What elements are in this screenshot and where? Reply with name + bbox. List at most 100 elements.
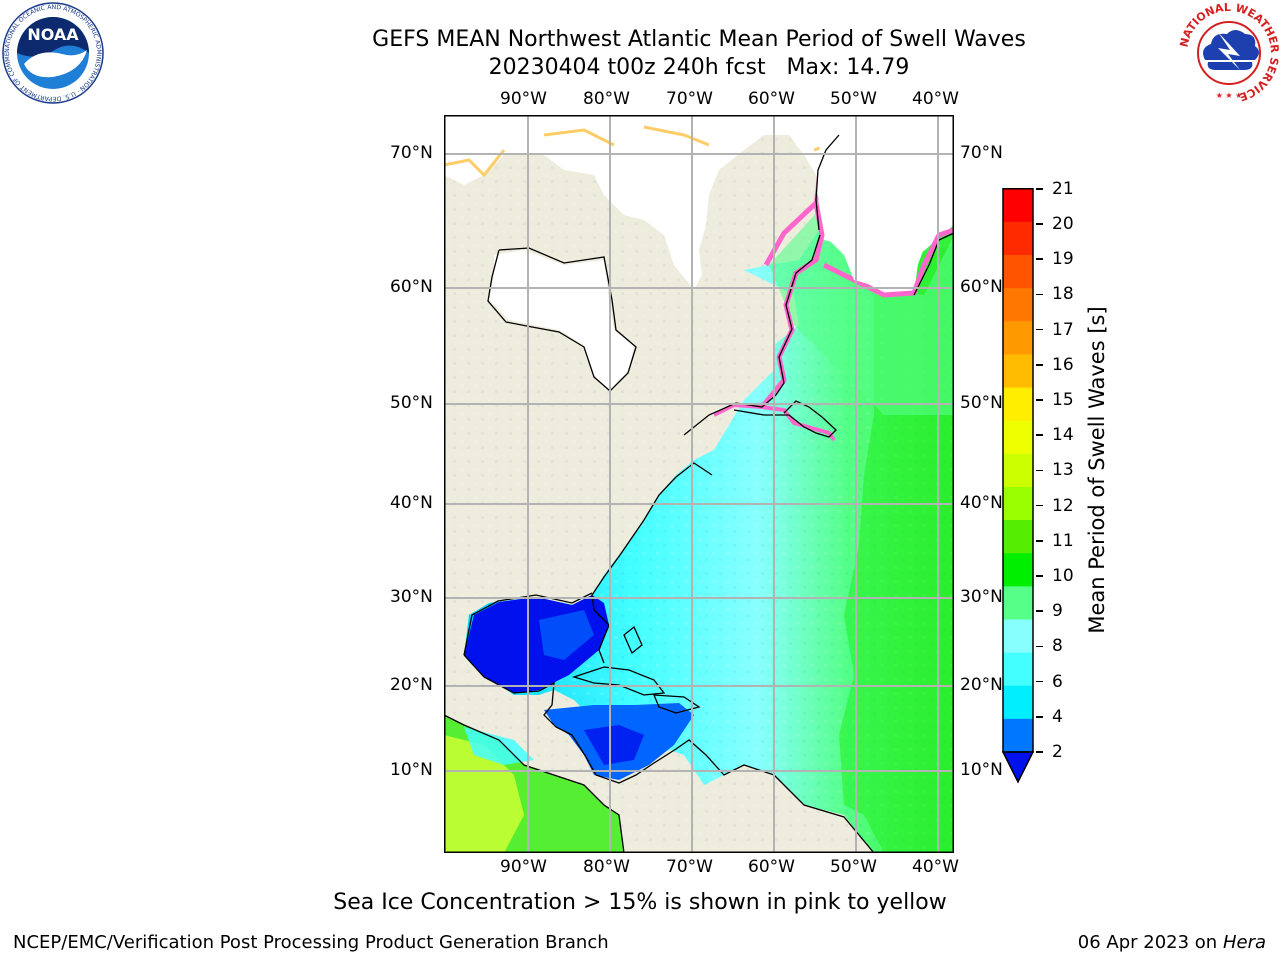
colorbar-tick-label: 16: [1052, 354, 1074, 375]
colorbar-tick-mark: [1036, 575, 1043, 577]
colorbar-tick-label: 10: [1052, 565, 1074, 586]
colorbar-segment: [1003, 652, 1033, 687]
colorbar-segment: [1003, 420, 1033, 455]
lat-label-right: 50°N: [960, 393, 1003, 413]
lat-label-right: 30°N: [960, 587, 1003, 607]
lat-label-right: 20°N: [960, 675, 1003, 695]
colorbar-ticks: 21 20 19 18 17 16 15 14 13 12 11 10 9 8 6 4 2: [1036, 179, 1086, 770]
colorbar-frame: [1002, 188, 1034, 753]
colorbar-tick: 19: [1036, 249, 1074, 269]
colorbar-tick-mark: [1036, 328, 1043, 331]
chart-subtitle: 20230404 t00z 240h fcst Max: 14.79: [488, 55, 910, 80]
lat-label-left: 60°N: [390, 277, 433, 297]
colorbar-tick-label: 20: [1052, 213, 1074, 234]
colorbar-title: Mean Period of Swell Waves [s]: [1085, 306, 1109, 634]
colorbar-tick-label: 9: [1052, 601, 1063, 622]
colorbar-tick-label: 4: [1052, 706, 1063, 727]
colorbar-tick-label: 12: [1052, 495, 1074, 516]
colorbar-segment: [1003, 288, 1033, 322]
lon-label-bottom: 40°W: [912, 857, 959, 877]
footer-credit: NCEP/EMC/Verification Post Processing Pr…: [13, 932, 609, 953]
nws-logo: NATIONAL WEATHER SERVICE ★ ★ ★: [1178, 2, 1280, 104]
chart-title: GEFS MEAN Northwest Atlantic Mean Period…: [372, 27, 1026, 52]
colorbar-tick: 16: [1036, 355, 1074, 375]
lon-label-bottom: 50°W: [830, 857, 877, 877]
hudson-bay-ice: [489, 250, 634, 390]
lon-label-top: 50°W: [830, 89, 877, 109]
colorbar-tick-mark: [1036, 293, 1043, 296]
colorbar-tick-label: 18: [1052, 284, 1074, 305]
colorbar-segment: [1003, 553, 1033, 587]
colorbar: [1001, 188, 1035, 784]
colorbar-segments: [1003, 188, 1033, 753]
colorbar-tick: 14: [1036, 425, 1074, 445]
colorbar-segment: [1003, 387, 1033, 422]
colorbar-tick-label: 6: [1052, 671, 1063, 692]
colorbar-tick-label: 17: [1052, 319, 1074, 340]
colorbar-tick-mark: [1036, 469, 1043, 472]
colorbar-tick: 9: [1036, 601, 1063, 621]
lat-label-right: 10°N: [960, 760, 1003, 780]
colorbar-segment: [1003, 354, 1033, 389]
map-canvas: [444, 115, 954, 853]
colorbar-tick-label: 21: [1052, 178, 1074, 199]
lat-label-left: 40°N: [390, 493, 433, 513]
lon-label-top: 90°W: [500, 89, 547, 109]
colorbar-tick-mark: [1036, 645, 1043, 648]
lat-label-left: 10°N: [390, 760, 433, 780]
colorbar-tick: 21: [1036, 179, 1074, 199]
lon-label-top: 80°W: [583, 89, 630, 109]
lon-label-top: 70°W: [666, 89, 713, 109]
colorbar-tick-mark: [1036, 540, 1043, 542]
colorbar-tick-mark: [1036, 399, 1043, 401]
lon-label-top: 40°W: [912, 89, 959, 109]
colorbar-segment: [1003, 188, 1033, 223]
colorbar-segment: [1003, 619, 1033, 654]
colorbar-tick-mark: [1036, 751, 1043, 753]
lat-label-left: 20°N: [390, 675, 433, 695]
colorbar-tick-label: 11: [1052, 530, 1074, 551]
colorbar-tick-mark: [1036, 680, 1043, 683]
lon-label-bottom: 90°W: [500, 857, 547, 877]
lat-label-right: 60°N: [960, 277, 1003, 297]
lat-label-left: 50°N: [390, 393, 433, 413]
colorbar-tick-label: 2: [1052, 742, 1063, 762]
colorbar-tick-mark: [1036, 610, 1043, 612]
colorbar-extend-triangle: [1001, 751, 1035, 784]
colorbar-tick-label: 19: [1052, 249, 1074, 270]
footer-date-text: 06 Apr 2023 on: [1077, 932, 1223, 953]
colorbar-tick: 4: [1036, 707, 1063, 727]
colorbar-tick: 6: [1036, 672, 1063, 692]
colorbar-segment: [1003, 453, 1033, 488]
colorbar-tick: 11: [1036, 531, 1074, 551]
sea-ice-caption: Sea Ice Concentration > 15% is shown in …: [333, 890, 947, 915]
colorbar-tick: 20: [1036, 214, 1074, 234]
colorbar-tick-mark: [1036, 258, 1043, 260]
footer-date: 06 Apr 2023 on Hera: [1078, 932, 1266, 953]
noaa-logo: NATIONAL OCEANIC AND ATMOSPHERIC ADMINIS…: [2, 2, 104, 104]
colorbar-tick-label: 13: [1052, 460, 1074, 481]
colorbar-segment: [1003, 321, 1033, 355]
colorbar-tick: 12: [1036, 496, 1074, 516]
greenland: [816, 115, 949, 290]
colorbar-tick-mark: [1036, 223, 1043, 225]
map-frame: [444, 115, 954, 853]
colorbar-tick: 17: [1036, 320, 1074, 340]
map-panel: [444, 115, 954, 853]
colorbar-tick-mark: [1036, 716, 1043, 718]
colorbar-tick-mark: [1036, 364, 1043, 366]
colorbar-tick-mark: [1036, 434, 1043, 436]
colorbar-tick-label: 15: [1052, 389, 1074, 410]
colorbar-tick: 15: [1036, 390, 1074, 410]
colorbar-tick: 8: [1036, 636, 1063, 656]
lat-label-right: 70°N: [960, 143, 1003, 163]
graticule: [444, 115, 954, 853]
colorbar-tick: 2: [1036, 742, 1063, 762]
colorbar-tick: 10: [1036, 566, 1074, 586]
colorbar-segment: [1003, 520, 1033, 554]
colorbar-tick-mark: [1036, 188, 1043, 190]
svg-text:★ ★ ★: ★ ★ ★: [1216, 91, 1243, 100]
lon-label-top: 60°W: [748, 89, 795, 109]
colorbar-segment: [1003, 718, 1033, 753]
colorbar-segment: [1003, 586, 1033, 620]
